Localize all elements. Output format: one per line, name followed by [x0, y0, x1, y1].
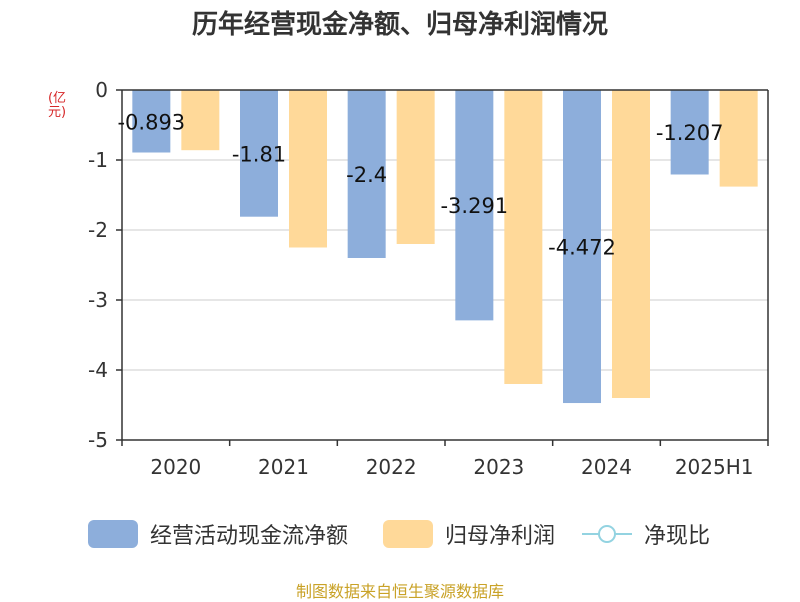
bar-net-profit: [504, 90, 543, 384]
data-label: -1.207: [656, 121, 724, 145]
bar-operating-cash-flow: [347, 90, 386, 258]
legend-item-operating-cash-flow[interactable]: 经营活动现金流净额: [88, 514, 348, 554]
bar-operating-cash-flow: [240, 90, 278, 217]
x-tick-label: 2024: [581, 455, 632, 479]
legend-label: 净现比: [644, 524, 711, 549]
chart-title: 历年经营现金净额、归母净利润情况: [191, 10, 608, 40]
bar-operating-cash-flow: [455, 90, 494, 321]
legend-item-net-profit[interactable]: 归母净利润: [383, 514, 555, 554]
legend-swatch-blue: [88, 520, 138, 548]
bar-net-profit: [719, 90, 758, 187]
x-tick-label: 2021: [258, 455, 309, 479]
bar-net-profit: [289, 90, 327, 248]
bar-operating-cash-flow: [132, 90, 171, 153]
bar-net-profit: [612, 90, 650, 398]
bar-net-profit: [181, 90, 220, 151]
bar-chart: 0 -1 -2 -3 -4 -5 2020 2021 2022 2023 2024 2025H1 -0.…: [88, 78, 769, 479]
chart-legend: 经营活动现金流净额 归母净利润 净现比: [0, 514, 800, 554]
data-label: -4.472: [548, 236, 616, 260]
x-tick-label: 2025H1: [675, 455, 754, 479]
y-tick-label: -2: [88, 218, 108, 242]
source-note: 制图数据来自恒生聚源数据库: [295, 582, 504, 601]
data-label: -2.4: [346, 163, 387, 187]
x-tick-label: 2022: [366, 455, 417, 479]
legend-label: 归母净利润: [445, 524, 556, 549]
x-tick-label: 2023: [473, 455, 524, 479]
y-tick-label: -4: [88, 358, 108, 382]
bar-operating-cash-flow: [563, 90, 601, 404]
y-tick-label: -1: [88, 148, 108, 172]
data-label: -3.291: [440, 194, 508, 218]
bar-net-profit: [396, 90, 435, 244]
y-axis-unit-label: (亿元): [47, 91, 67, 120]
y-tick-label: -5: [88, 428, 108, 452]
data-label: -1.81: [232, 142, 286, 166]
x-tick-label: 2020: [150, 455, 201, 479]
y-tick-label: 0: [95, 78, 108, 102]
legend-swatch-orange: [383, 520, 433, 548]
y-tick-label: -3: [88, 288, 108, 312]
legend-line-circle-icon: [582, 520, 632, 548]
data-label: -0.893: [117, 110, 185, 134]
bar-operating-cash-flow: [670, 90, 709, 175]
legend-label: 经营活动现金流净额: [150, 524, 349, 549]
legend-item-cash-ratio[interactable]: 净现比: [582, 514, 710, 554]
